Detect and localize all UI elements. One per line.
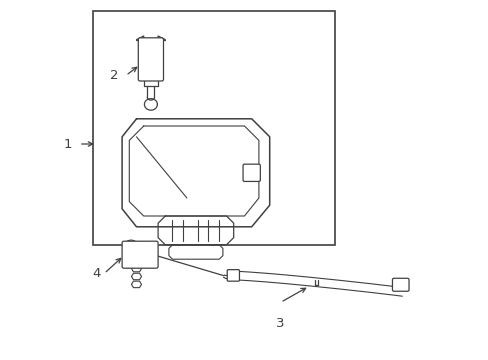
Text: 1: 1	[63, 138, 72, 150]
Text: 4: 4	[92, 267, 101, 280]
FancyBboxPatch shape	[227, 270, 239, 281]
FancyBboxPatch shape	[122, 241, 158, 268]
FancyBboxPatch shape	[392, 278, 408, 291]
Text: 2: 2	[110, 69, 118, 82]
Bar	[93, 11, 334, 245]
FancyBboxPatch shape	[243, 164, 260, 181]
Text: 3: 3	[276, 317, 284, 330]
FancyBboxPatch shape	[138, 38, 163, 81]
